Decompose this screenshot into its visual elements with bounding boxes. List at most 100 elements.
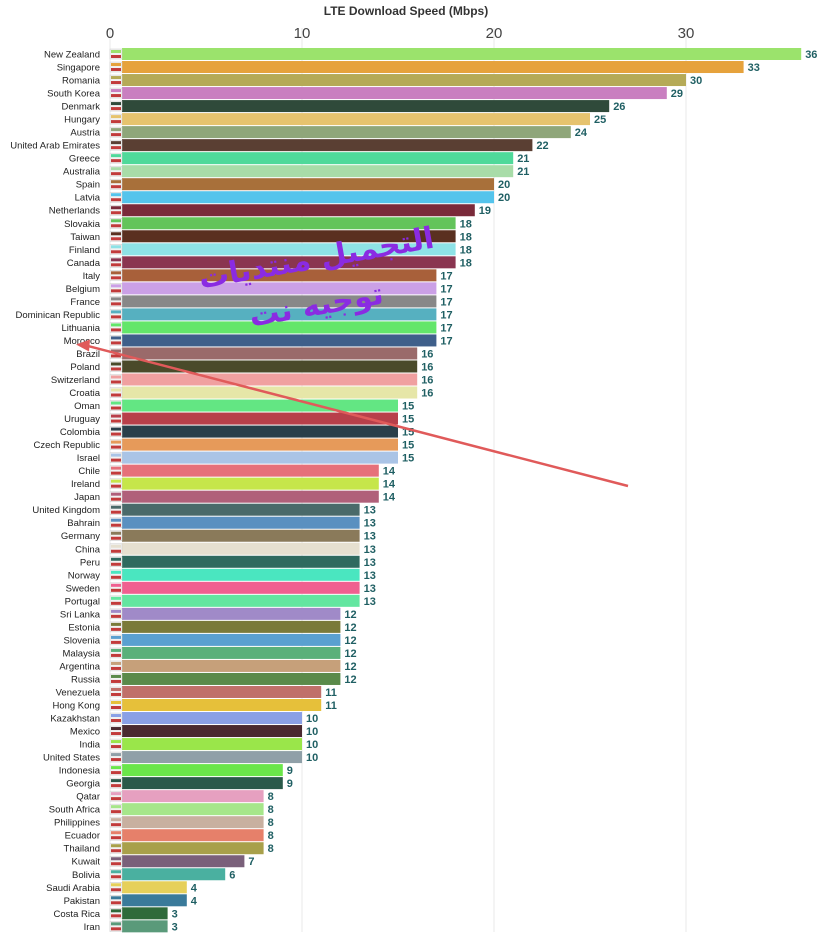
value-label: 3 <box>172 921 178 933</box>
category-label: Latvia <box>75 193 101 204</box>
value-label: 15 <box>402 440 414 452</box>
flag-icon <box>109 530 123 541</box>
bar <box>122 907 168 920</box>
flag-icon <box>109 204 123 216</box>
value-label: 33 <box>748 62 760 74</box>
value-label: 21 <box>517 166 529 178</box>
bar <box>122 295 437 308</box>
category-label: Pakistan <box>64 896 100 907</box>
category-label: Spain <box>76 180 100 191</box>
bar <box>122 412 398 425</box>
x-tick-label: 20 <box>486 25 503 42</box>
category-label: New Zealand <box>44 50 100 61</box>
category-label: Netherlands <box>49 206 100 217</box>
bar <box>122 399 398 412</box>
flag-icon <box>109 543 123 555</box>
category-label: Croatia <box>69 388 100 399</box>
category-label: Malaysia <box>63 648 101 659</box>
value-label: 17 <box>440 270 452 282</box>
flag-icon <box>109 699 123 711</box>
bar <box>122 699 322 711</box>
value-label: 30 <box>690 75 702 87</box>
category-label: Greece <box>69 154 100 165</box>
flag-icon <box>109 660 123 672</box>
flag-icon <box>109 322 123 333</box>
flag-icon <box>109 504 123 515</box>
flag-icon <box>109 686 123 698</box>
category-label: France <box>70 297 100 308</box>
flag-icon <box>109 48 123 60</box>
flag-icon <box>109 751 123 763</box>
value-label: 10 <box>306 752 318 764</box>
value-label: 16 <box>421 375 433 387</box>
value-label: 18 <box>460 231 472 243</box>
flag-icon <box>109 87 123 99</box>
category-label: Brazil <box>76 349 100 360</box>
flag-icon <box>109 921 123 932</box>
category-label: Sri Lanka <box>60 609 101 620</box>
bar <box>122 529 360 542</box>
flag-icon <box>109 569 123 581</box>
bar <box>122 542 360 555</box>
bar <box>122 282 437 295</box>
value-label: 21 <box>517 153 529 165</box>
flag-icon <box>109 335 123 346</box>
bar <box>122 87 667 100</box>
value-label: 12 <box>344 622 356 634</box>
bar <box>122 790 264 803</box>
value-label: 15 <box>402 401 414 413</box>
value-label: 8 <box>268 804 274 816</box>
value-label: 16 <box>421 388 433 400</box>
category-label: United Arab Emirates <box>10 141 100 152</box>
category-label: Peru <box>80 557 100 568</box>
bar <box>122 373 418 386</box>
category-label: Switzerland <box>51 375 100 386</box>
category-label: Taiwan <box>70 232 100 243</box>
flag-icon <box>109 413 123 424</box>
category-label: Slovenia <box>64 635 101 646</box>
x-tick-label: 0 <box>106 25 114 42</box>
category-label: Iran <box>84 922 100 933</box>
value-label: 20 <box>498 179 510 191</box>
flag-icon <box>109 738 123 750</box>
flag-icon <box>109 309 123 320</box>
arrow-head <box>76 339 90 352</box>
bar <box>122 920 168 933</box>
flag-icon <box>109 595 123 607</box>
category-label: Hungary <box>64 115 100 126</box>
bar <box>122 100 610 113</box>
bar <box>122 620 341 633</box>
value-label: 8 <box>268 791 274 803</box>
bar <box>122 217 456 230</box>
category-label: South Africa <box>49 805 101 816</box>
value-label: 22 <box>536 140 548 152</box>
flag-icon <box>109 712 123 724</box>
bar <box>122 126 571 139</box>
flag-icon <box>109 725 123 737</box>
bar <box>122 113 590 126</box>
value-label: 18 <box>460 257 472 269</box>
category-label: China <box>75 544 101 555</box>
x-tick-label: 30 <box>678 25 695 42</box>
bar <box>122 204 475 217</box>
value-label: 13 <box>364 505 376 517</box>
value-label: 29 <box>671 88 683 100</box>
category-label: Costa Rica <box>54 909 101 920</box>
flag-icon <box>109 621 123 633</box>
category-label: Uruguay <box>64 414 100 425</box>
bar <box>122 516 360 529</box>
value-label: 15 <box>402 414 414 426</box>
value-label: 13 <box>364 518 376 530</box>
flag-icon <box>109 764 123 776</box>
category-label: Canada <box>67 258 101 269</box>
flag-icon <box>109 270 123 281</box>
flag-icon <box>109 816 123 828</box>
bars <box>122 48 802 933</box>
bar <box>122 894 187 907</box>
value-label: 9 <box>287 765 293 777</box>
flag-icon <box>109 465 123 476</box>
category-label: India <box>79 740 100 751</box>
category-label: Ecuador <box>65 831 100 842</box>
flag-icon <box>109 608 123 620</box>
category-label: Singapore <box>57 63 100 74</box>
